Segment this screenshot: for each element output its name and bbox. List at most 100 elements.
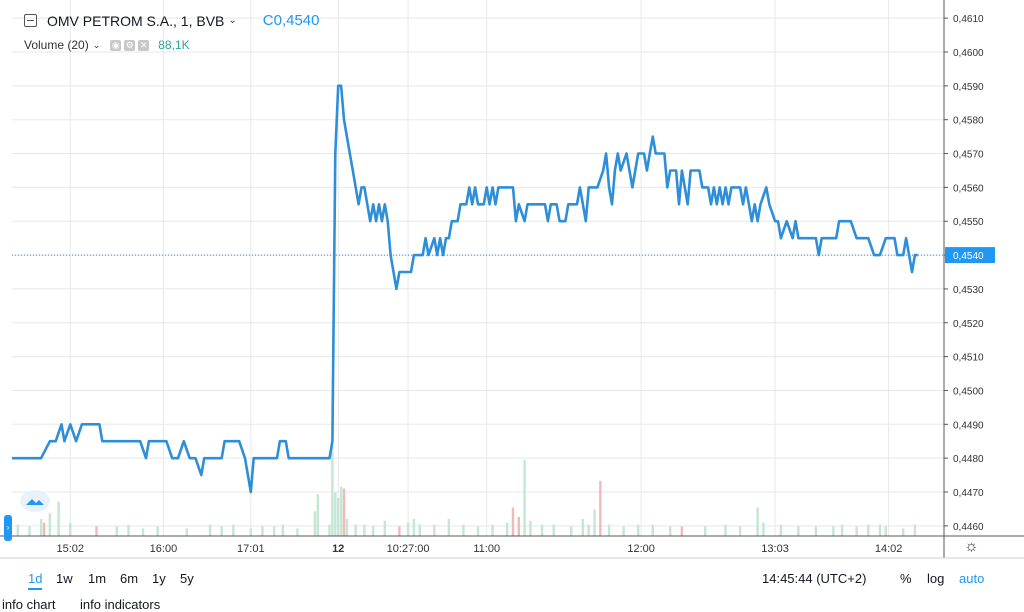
volume-bar	[339, 486, 343, 536]
log-toggle[interactable]: log	[927, 571, 945, 586]
footer-link-info-chart[interactable]: info chart	[2, 597, 55, 612]
volume-bar	[313, 511, 317, 536]
volume-bar	[115, 526, 119, 536]
volume-bar	[738, 526, 742, 536]
close-icon[interactable]: ✕	[138, 39, 150, 51]
volume-bar	[878, 524, 882, 536]
symbol-label[interactable]: OMV PETROM S.A., 1, BVB	[47, 12, 225, 29]
eye-icon[interactable]: ◉	[110, 39, 122, 51]
y-tick-label: 0,4470	[953, 488, 984, 499]
price-axis: 0,4610 0,4600 0,4590 0,4580 0,4570 0,4560 0,45…	[943, 0, 995, 558]
gear-icon[interactable]: ⚙	[124, 39, 136, 51]
y-tick-label: 0,4600	[953, 48, 984, 59]
volume-bar	[570, 526, 573, 536]
volume-bar	[185, 528, 188, 536]
volume-bar	[680, 526, 684, 536]
footer-link-info-indicators[interactable]: info indicators	[80, 597, 160, 612]
volume-bar	[587, 524, 590, 536]
clock-readout[interactable]: 14:45:44 (UTC+2)	[762, 571, 867, 586]
range-button-5y[interactable]: 5y	[180, 571, 194, 586]
volume-bar	[529, 520, 532, 536]
volume-bar	[354, 524, 357, 536]
range-button-1w[interactable]: 1w	[56, 571, 73, 586]
x-tick-label: 16:00	[150, 543, 178, 555]
volume-bar	[48, 513, 52, 536]
minus-square-icon[interactable]	[24, 14, 37, 27]
y-tick-label: 0,4460	[953, 522, 984, 533]
volume-bar	[337, 498, 340, 536]
volume-bar	[296, 528, 299, 536]
volume-bar	[599, 480, 602, 536]
volume-value: 88,1K	[158, 38, 190, 52]
x-tick-label: 12:00	[627, 543, 655, 555]
volume-bar	[447, 518, 451, 536]
range-button-1y[interactable]: 1y	[152, 571, 166, 586]
x-tick-label: 15:02	[56, 543, 84, 555]
close-value: C0,4540	[262, 12, 320, 29]
volume-bar	[491, 524, 494, 536]
price-line-layer	[12, 84, 944, 494]
volume-bar	[884, 526, 887, 536]
volume-bar	[398, 526, 401, 536]
volume-bar	[636, 524, 640, 536]
range-button-1d[interactable]: 1d	[28, 571, 43, 590]
volume-bar	[28, 526, 31, 536]
volume-bar	[703, 526, 707, 536]
volume-bar	[669, 526, 672, 536]
symbol-legend[interactable]: OMV PETROM S.A., 1, BVB ⌄ C0,4540	[24, 12, 319, 29]
volume-bar	[363, 524, 366, 536]
y-tick-label: 0,4610	[953, 14, 984, 25]
volume-bar	[840, 524, 844, 536]
y-tick-label: 0,4550	[953, 217, 984, 228]
volume-bar	[383, 520, 386, 536]
percent-toggle[interactable]: %	[900, 571, 912, 586]
last-price-label: 0,4540	[953, 251, 984, 262]
volume-bar	[433, 524, 436, 536]
volume-bar	[316, 494, 320, 536]
info-indicators-link[interactable]: info indicators	[80, 597, 161, 612]
y-tick-label: 0,4480	[953, 454, 984, 465]
volume-bar	[39, 518, 43, 536]
volume-bar	[261, 526, 264, 536]
y-tick-label: 0,4530	[953, 285, 984, 296]
volume-bar	[581, 518, 585, 536]
volume-label[interactable]: Volume (20)	[24, 38, 89, 52]
chevron-down-icon[interactable]: ⌄	[228, 15, 237, 26]
y-tick-label: 0,4580	[953, 116, 984, 127]
auto-toggle[interactable]: auto	[959, 571, 985, 586]
volume-bar	[418, 524, 421, 536]
info-chart-link[interactable]: info chart	[2, 597, 56, 612]
cloud-logo-icon	[20, 490, 50, 512]
range-button-1m[interactable]: 1m	[88, 571, 107, 586]
last-price-tag	[945, 247, 995, 264]
volume-bar	[334, 492, 337, 536]
y-tick-label: 0,4490	[953, 420, 984, 431]
volume-bar	[622, 526, 625, 536]
volume-bar	[651, 524, 654, 536]
gear-icon[interactable]: ☼	[964, 538, 979, 555]
volume-bar	[412, 518, 416, 536]
volume-bar	[232, 524, 235, 536]
volume-bar	[220, 526, 223, 536]
volume-bar	[913, 524, 917, 536]
volume-bar	[281, 524, 285, 536]
volume-bar	[42, 522, 46, 536]
volume-bar	[16, 524, 20, 536]
volume-bar	[517, 517, 520, 536]
volume-bar	[902, 528, 905, 536]
volume-bar	[724, 524, 727, 536]
volume-bar	[345, 518, 349, 536]
volume-bar	[540, 524, 544, 536]
chevron-right-icon[interactable]: ›	[4, 515, 12, 541]
time-axis: 15:02 16:00 17:01 12 10:27:00 11:00 12:00 13:03…	[0, 535, 1024, 559]
volume-legend[interactable]: Volume (20) ⌄ ◉ ⚙ ✕ 88,1K	[24, 38, 190, 52]
volume-bar	[505, 522, 509, 536]
y-tick-label: 0,4510	[953, 353, 984, 364]
x-tick-label: 17:01	[237, 543, 265, 555]
chevron-down-icon[interactable]: ⌄	[92, 39, 101, 50]
y-tick-label: 0,4500	[953, 386, 984, 397]
volume-bar	[797, 526, 800, 536]
range-button-6m[interactable]: 6m	[120, 571, 139, 586]
x-tick-label: 12	[332, 543, 344, 555]
